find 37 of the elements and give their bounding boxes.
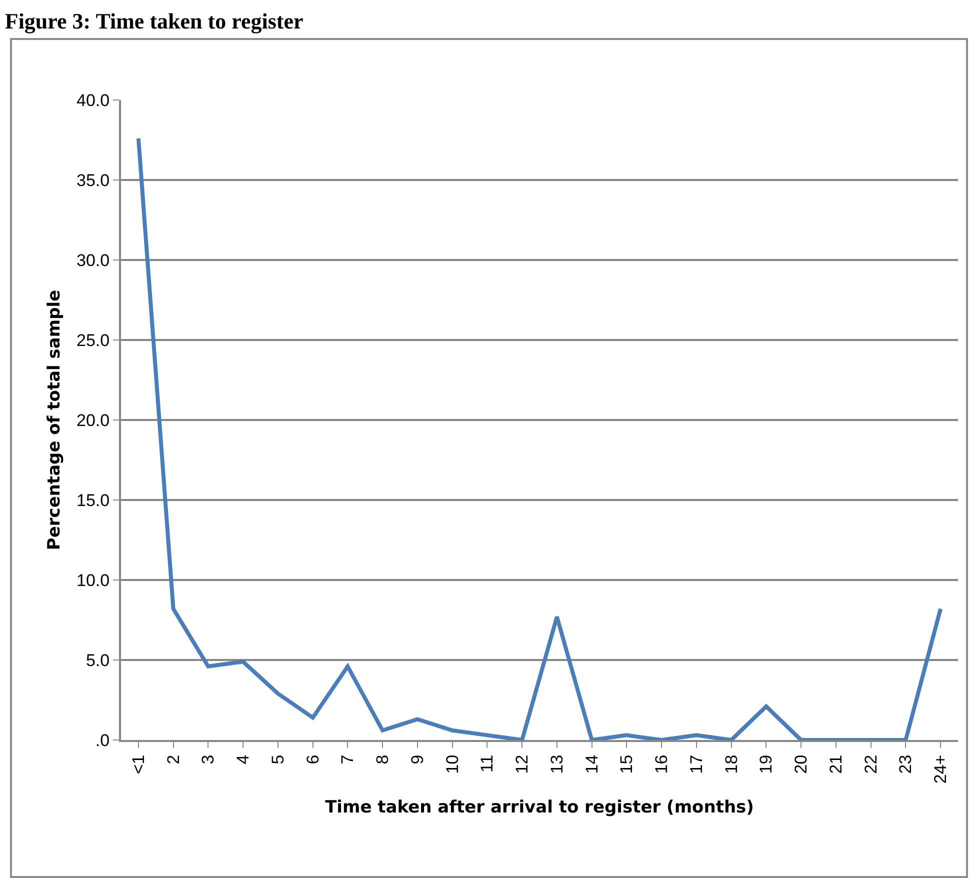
x-tick-label: 11 [478, 754, 497, 772]
x-tick-label: 2 [164, 754, 183, 764]
y-tick-label: 5.0 [86, 650, 110, 670]
y-tick-label: 25.0 [76, 330, 110, 350]
y-tick-label: 35.0 [76, 170, 110, 190]
y-tick-label: .0 [95, 730, 110, 750]
y-tick-label: 10.0 [76, 570, 110, 590]
x-tick-label: 7 [338, 754, 358, 764]
x-axis-title: Time taken after arrival to register (months) [325, 798, 754, 818]
x-tick-label: 8 [373, 754, 392, 764]
line-series [136, 136, 943, 740]
x-tick-label: <1 [128, 754, 148, 774]
x-tick-label: 5 [268, 754, 288, 764]
x-tick-label: 15 [617, 754, 636, 774]
x-tick-label: 23 [896, 754, 916, 774]
x-tick-label: 22 [861, 754, 880, 774]
x-tick-label: 21 [826, 754, 846, 774]
x-tick-label: 13 [547, 754, 566, 774]
y-tick-label: 15.0 [76, 490, 110, 510]
x-tick-label: 18 [722, 754, 741, 774]
y-axis-title: Percentage of total sample [44, 290, 65, 550]
x-tick-label: 17 [686, 754, 706, 774]
chart-title: Figure 3: Time taken to register [4, 8, 304, 34]
x-tick-label: 14 [582, 754, 602, 774]
x-tick-label: 20 [792, 754, 811, 774]
y-tick-label: 30.0 [76, 250, 110, 270]
x-tick-label: 3 [198, 754, 218, 764]
y-tick-label: 20.0 [76, 410, 110, 430]
x-tick-label: 24+ [931, 754, 950, 784]
x-tick-label: 16 [652, 754, 672, 774]
x-tick-label: 4 [234, 754, 253, 764]
x-tick-label: 10 [442, 754, 462, 774]
x-tick-label: 12 [512, 754, 532, 774]
x-tick-label: 9 [408, 754, 427, 764]
x-tick-label: 6 [303, 754, 322, 764]
x-tick-label: 19 [756, 754, 776, 774]
y-tick-label: 40.0 [76, 90, 110, 110]
